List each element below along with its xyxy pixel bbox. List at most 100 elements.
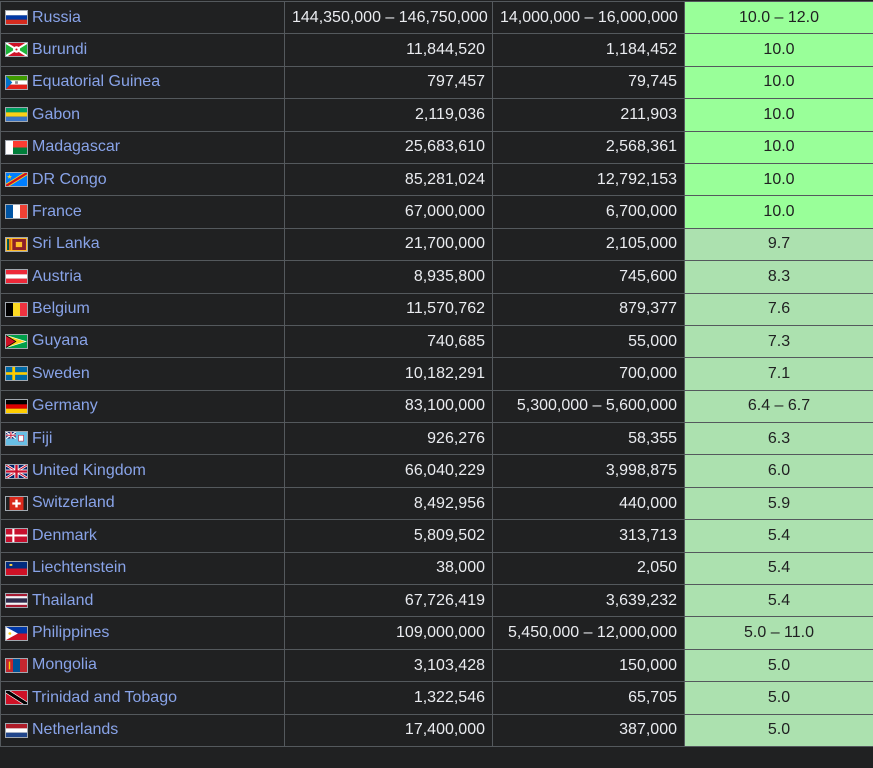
count-cell: 3,998,875 <box>493 455 685 487</box>
country-link[interactable]: Philippines <box>32 624 109 641</box>
switzerland-flag-icon <box>5 496 28 511</box>
country-cell: Denmark <box>1 520 285 552</box>
population-cell: 8,935,800 <box>285 261 493 293</box>
population-cell: 11,844,520 <box>285 34 493 66</box>
count-cell: 6,700,000 <box>493 196 685 228</box>
country-link[interactable]: Switzerland <box>32 494 115 511</box>
count-cell: 79,745 <box>493 66 685 98</box>
population-cell: 66,040,229 <box>285 455 493 487</box>
count-cell: 387,000 <box>493 714 685 746</box>
country-cell: Netherlands <box>1 714 285 746</box>
country-link[interactable]: United Kingdom <box>32 462 146 479</box>
country-cell: Burundi <box>1 34 285 66</box>
population-cell: 8,492,956 <box>285 487 493 519</box>
percent-cell: 10.0 <box>685 196 873 228</box>
country-link[interactable]: Liechtenstein <box>32 559 126 576</box>
equatorial-guinea-flag-icon <box>5 75 28 90</box>
country-cell: Guyana <box>1 325 285 357</box>
percent-cell: 6.4 – 6.7 <box>685 390 873 422</box>
country-link[interactable]: Fiji <box>32 430 52 447</box>
country-cell: Fiji <box>1 423 285 455</box>
country-cell: Russia <box>1 2 285 34</box>
count-cell: 745,600 <box>493 261 685 293</box>
percent-cell: 8.3 <box>685 261 873 293</box>
count-cell: 150,000 <box>493 649 685 681</box>
country-cell: Sri Lanka <box>1 228 285 260</box>
population-cell: 11,570,762 <box>285 293 493 325</box>
country-link[interactable]: Belgium <box>32 300 90 317</box>
country-cell: Equatorial Guinea <box>1 66 285 98</box>
france-flag-icon <box>5 204 28 219</box>
country-cell: Madagascar <box>1 131 285 163</box>
austria-flag-icon <box>5 269 28 284</box>
percent-cell: 10.0 <box>685 99 873 131</box>
count-cell: 2,105,000 <box>493 228 685 260</box>
population-cell: 144,350,000 – 146,750,000 <box>285 2 493 34</box>
population-cell: 1,322,546 <box>285 682 493 714</box>
country-cell: Gabon <box>1 99 285 131</box>
madagascar-flag-icon <box>5 140 28 155</box>
percent-cell: 10.0 – 12.0 <box>685 2 873 34</box>
country-link[interactable]: Germany <box>32 397 98 414</box>
population-cell: 2,119,036 <box>285 99 493 131</box>
percent-cell: 7.1 <box>685 358 873 390</box>
country-link[interactable]: Sri Lanka <box>32 235 100 252</box>
country-cell: Trinidad and Tobago <box>1 682 285 714</box>
population-cell: 83,100,000 <box>285 390 493 422</box>
population-cell: 5,809,502 <box>285 520 493 552</box>
count-cell: 65,705 <box>493 682 685 714</box>
country-link[interactable]: Guyana <box>32 332 88 349</box>
country-link[interactable]: Mongolia <box>32 656 97 673</box>
country-link[interactable]: Denmark <box>32 527 97 544</box>
country-link[interactable]: Netherlands <box>32 721 118 738</box>
country-cell: Sweden <box>1 358 285 390</box>
thailand-flag-icon <box>5 593 28 608</box>
count-cell: 5,300,000 – 5,600,000 <box>493 390 685 422</box>
percent-cell: 5.0 <box>685 714 873 746</box>
percent-cell: 5.4 <box>685 552 873 584</box>
population-cell: 17,400,000 <box>285 714 493 746</box>
population-cell: 10,182,291 <box>285 358 493 390</box>
country-link[interactable]: Sweden <box>32 365 90 382</box>
count-cell: 2,050 <box>493 552 685 584</box>
sri-lanka-flag-icon <box>5 237 28 252</box>
country-link[interactable]: Equatorial Guinea <box>32 73 160 90</box>
country-link[interactable]: Austria <box>32 268 82 285</box>
country-link[interactable]: Madagascar <box>32 138 120 155</box>
country-cell: Austria <box>1 261 285 293</box>
percent-cell: 7.3 <box>685 325 873 357</box>
country-link[interactable]: Thailand <box>32 592 93 609</box>
country-cell: Thailand <box>1 585 285 617</box>
liechtenstein-flag-icon <box>5 561 28 576</box>
percent-cell: 5.0 <box>685 649 873 681</box>
country-link[interactable]: France <box>32 203 82 220</box>
population-cell: 38,000 <box>285 552 493 584</box>
percent-cell: 10.0 <box>685 163 873 195</box>
country-link[interactable]: DR Congo <box>32 171 107 188</box>
country-cell: Germany <box>1 390 285 422</box>
count-cell: 2,568,361 <box>493 131 685 163</box>
percent-cell: 10.0 <box>685 34 873 66</box>
country-link[interactable]: Trinidad and Tobago <box>32 689 177 706</box>
population-cell: 109,000,000 <box>285 617 493 649</box>
country-cell: France <box>1 196 285 228</box>
country-link[interactable]: Russia <box>32 9 81 26</box>
country-link[interactable]: Burundi <box>32 41 87 58</box>
russia-flag-icon <box>5 10 28 25</box>
country-cell: Belgium <box>1 293 285 325</box>
count-cell: 58,355 <box>493 423 685 455</box>
country-link[interactable]: Gabon <box>32 106 80 123</box>
